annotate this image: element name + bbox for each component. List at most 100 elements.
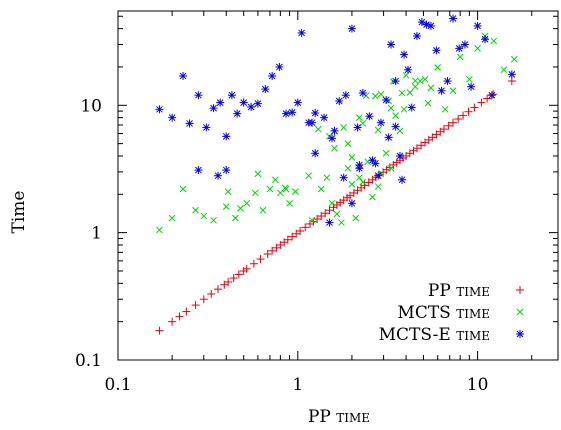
mcts-e-point: [455, 44, 464, 53]
mcts-point: [333, 210, 341, 218]
pp-point: [459, 111, 468, 120]
mcts-e-point: [473, 21, 482, 30]
pp-point: [234, 270, 243, 279]
mcts-point: [237, 205, 244, 212]
mcts-e-point: [417, 18, 426, 27]
mcts-e-point: [400, 50, 409, 59]
mcts-e-point: [347, 199, 356, 208]
pp-point: [321, 209, 330, 218]
mcts-e-point: [507, 70, 516, 79]
mcts-e-point: [325, 218, 334, 227]
pp-point: [301, 223, 310, 232]
plot-frame: [117, 10, 559, 361]
pp-point: [454, 115, 463, 124]
mcts-point: [200, 212, 208, 220]
mcts-point: [359, 120, 367, 127]
mcts-point: [400, 105, 408, 113]
mcts-e-point: [311, 108, 320, 117]
y-tick-label: 1: [91, 224, 102, 244]
legend-entry-mcts-e: MCTS-E time: [379, 325, 490, 345]
pp-point: [477, 98, 486, 107]
mcts-e-point: [391, 77, 400, 86]
tick-labels: 0.1 1 10 0.1 1 10: [75, 96, 488, 395]
mcts-point: [210, 216, 217, 224]
mcts-point: [348, 154, 356, 161]
mcts-point: [364, 158, 372, 166]
mcts-point: [427, 84, 435, 92]
mcts-e-point: [382, 96, 391, 105]
mcts-e-point: [353, 123, 362, 132]
y-tick-label: 10: [80, 96, 102, 116]
pp-point: [224, 277, 233, 286]
y-axis-label: Time: [9, 191, 29, 234]
mcts-point: [369, 193, 376, 201]
mcts-point: [441, 105, 449, 113]
mcts-e-point: [227, 91, 236, 100]
mcts-point: [317, 185, 325, 193]
mcts-e-point: [194, 91, 203, 100]
mcts-point: [179, 185, 187, 193]
mcts-point: [510, 55, 518, 63]
mcts-e-point: [339, 173, 348, 182]
mcts-e-point: [449, 14, 458, 23]
mcts-point: [259, 206, 267, 214]
pp-point: [507, 77, 516, 86]
pp-point: [199, 295, 208, 304]
pp-point: [283, 235, 292, 244]
mcts-point: [338, 219, 345, 226]
mcts-e-point: [293, 98, 302, 107]
mcts-point: [474, 44, 481, 52]
mcts-point: [434, 64, 442, 71]
pp-point: [207, 289, 216, 298]
pp-point: [470, 103, 479, 112]
mcts-e-point: [422, 20, 431, 29]
pp-point: [360, 181, 369, 190]
mcts-point: [500, 66, 508, 74]
mcts-e-point: [268, 71, 277, 80]
mcts-point: [382, 149, 390, 157]
x-tick-label: 10: [467, 375, 489, 395]
mcts-e-point: [222, 166, 231, 175]
mcts-e-point: [261, 85, 270, 94]
pp-point: [464, 107, 473, 116]
mcts-e-point: [398, 175, 407, 184]
pp-point: [483, 94, 492, 103]
mcts-e-point: [335, 97, 344, 106]
pp-point: [249, 259, 258, 268]
mcts-e-point: [216, 98, 225, 107]
mcts-e-point: [376, 118, 385, 127]
mcts-point: [372, 92, 379, 100]
mcts-point: [340, 124, 348, 131]
mcts-e-point: [308, 118, 317, 127]
mcts-e-point: [179, 71, 188, 80]
mcts-e-point: [403, 65, 412, 74]
mcts-point: [421, 75, 429, 83]
mcts-point: [271, 176, 279, 184]
mcts-point: [328, 199, 336, 207]
mcts-e-point: [222, 132, 231, 141]
mcts-e-point: [407, 103, 416, 112]
mcts-point: [449, 87, 457, 95]
mcts-point: [387, 104, 395, 112]
mcts-e-point: [282, 109, 291, 118]
mcts-point: [156, 226, 163, 234]
mcts-point: [286, 199, 293, 207]
mcts-e-point: [395, 151, 404, 160]
mcts-e-point: [443, 77, 452, 86]
pp-point: [412, 144, 421, 153]
pp-point: [256, 255, 265, 264]
mcts-e-point: [347, 24, 356, 33]
mcts-e-point: [275, 62, 284, 71]
pp-point: [296, 227, 305, 236]
mcts-point: [344, 140, 352, 147]
mcts-e-point: [391, 122, 400, 131]
mcts-e-point: [384, 133, 393, 142]
mcts-e-point: [311, 149, 320, 158]
pp-point: [272, 243, 281, 252]
mcts-point: [192, 206, 199, 214]
mcts-e-point: [214, 171, 223, 180]
mcts-e-point: [355, 164, 364, 173]
mcts-e-point: [155, 105, 164, 114]
